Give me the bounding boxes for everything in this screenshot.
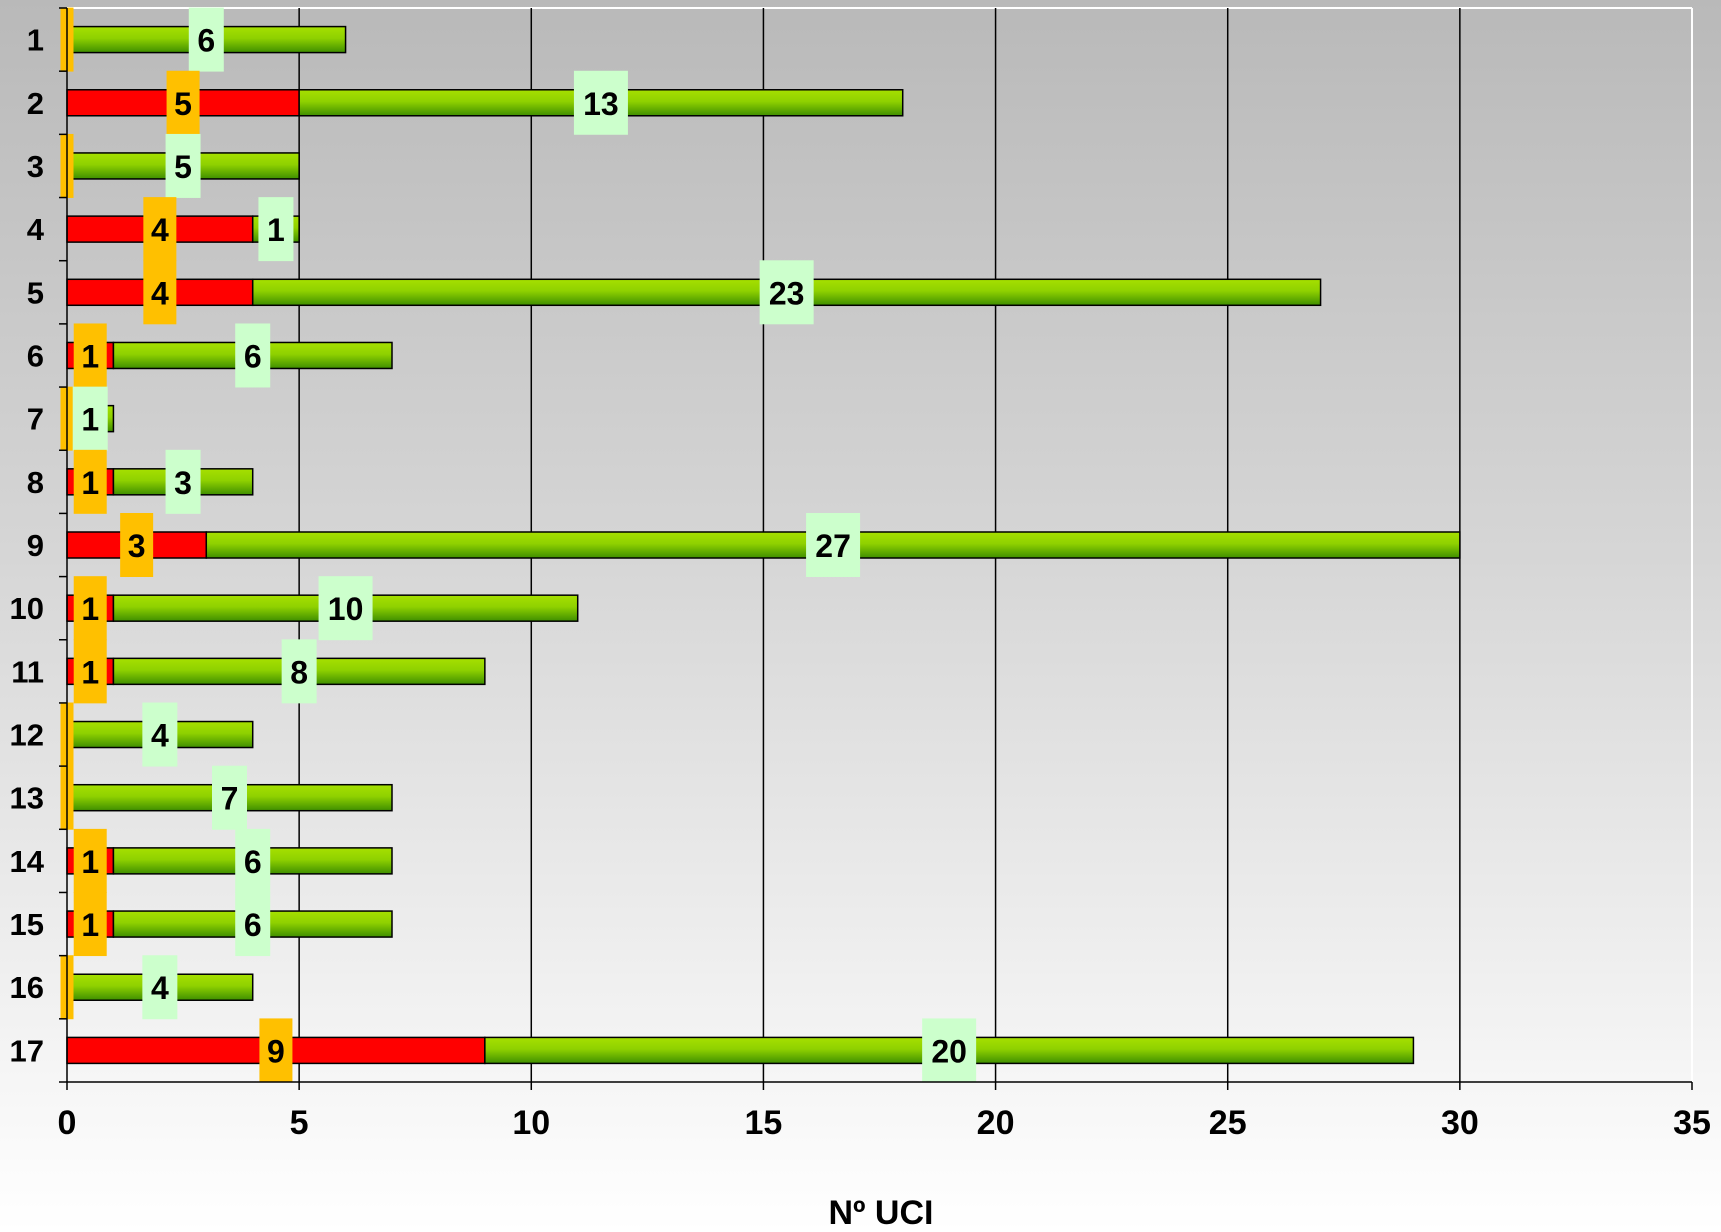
x-axis-title: Nº UCI [829,1194,934,1232]
green-data-label: 7 [221,781,239,817]
x-tick-label: 30 [1441,1104,1479,1142]
green-data-label: 6 [244,844,262,880]
red-data-label: 1 [81,591,99,627]
x-tick-label: 10 [512,1104,550,1142]
green-label-box [235,828,271,893]
y-tick-label: 7 [27,402,44,437]
red-data-label: 4 [151,212,169,248]
green-data-label: 4 [151,970,169,1006]
red-label-box [73,576,107,641]
green-label-box [806,513,861,577]
red-data-label: 1 [81,338,99,374]
y-tick-label: 8 [27,465,44,500]
x-tick-label: 25 [1209,1104,1247,1142]
green-data-label: 6 [244,907,262,943]
green-label-box [142,955,178,1020]
green-label-box [212,765,247,830]
green-data-label: 27 [815,528,851,564]
y-tick-label: 9 [27,528,44,563]
green-data-label: 4 [151,718,169,754]
red-label-box [73,892,107,957]
green-label-box [318,576,373,641]
y-tick-label: 15 [10,907,44,942]
green-data-label: 5 [174,149,192,185]
y-tick-label: 5 [27,275,44,310]
y-tick-label: 4 [27,212,45,247]
y-tick-label: 3 [27,149,44,184]
green-label-box [281,639,317,704]
y-tick-label: 16 [10,970,44,1005]
red-label-box [73,323,107,388]
y-tick-label: 11 [11,654,44,689]
y-tick-label: 6 [27,338,44,373]
green-data-label: 8 [290,654,308,690]
red-data-label: 1 [81,465,99,501]
red-label-box [73,828,107,893]
green-label-box [72,386,108,451]
red-data-label: 1 [81,907,99,943]
red-label-box [259,1018,293,1083]
y-tick-label: 13 [10,781,44,816]
red-label-box [73,639,107,704]
green-label-box [165,133,201,198]
green-label-box [235,892,271,957]
green-data-label: 1 [81,402,99,438]
green-data-label: 6 [197,23,215,59]
green-label-box [922,1018,977,1083]
green-label-box [258,197,294,262]
red-label-box [143,260,177,325]
green-data-label: 20 [931,1033,967,1069]
y-tick-label: 17 [10,1033,44,1068]
green-data-label: 10 [328,591,364,627]
red-label-box [166,70,200,135]
x-tick-label: 0 [58,1104,77,1142]
red-label-box [120,513,154,577]
green-data-label: 13 [583,86,619,122]
red-label-box [73,449,107,514]
green-label-box [573,70,628,135]
y-tick-label: 14 [10,844,45,879]
red-data-label: 3 [128,528,146,564]
red-data-label: 4 [151,275,169,311]
green-label-box [759,260,814,325]
green-label-box [235,323,271,388]
x-tick-label: 20 [977,1104,1015,1142]
green-label-box [188,7,224,72]
red-label-box [143,197,177,262]
green-data-label: 6 [244,338,262,374]
red-data-label: 1 [81,654,99,690]
y-tick-label: 12 [10,718,44,753]
green-label-box [142,702,178,767]
y-tick-label: 1 [27,23,44,58]
x-tick-label: 5 [290,1104,309,1142]
red-data-label: 5 [174,86,192,122]
red-data-label: 9 [267,1033,285,1069]
x-tick-label: 35 [1673,1104,1711,1142]
y-tick-label: 2 [27,86,44,121]
green-data-label: 1 [267,212,285,248]
green-data-label: 23 [769,275,805,311]
x-tick-label: 15 [745,1104,783,1142]
green-label-box [165,449,201,514]
y-tick-label: 10 [10,591,44,626]
green-data-label: 3 [174,465,192,501]
red-data-label: 1 [81,844,99,880]
